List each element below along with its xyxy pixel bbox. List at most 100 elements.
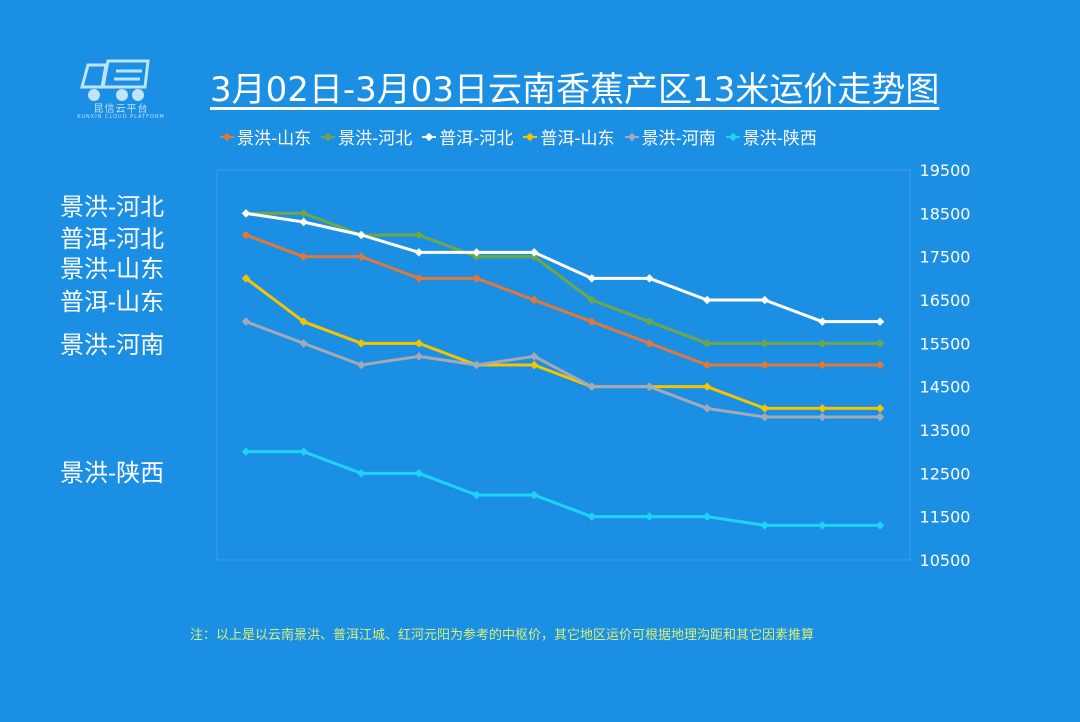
data-point — [702, 382, 712, 391]
data-point — [299, 252, 308, 261]
data-point — [529, 360, 539, 370]
data-point — [241, 209, 251, 218]
series-5 — [241, 317, 885, 422]
y-tick-label: 12500 — [920, 464, 971, 483]
data-point — [241, 447, 251, 456]
legend-swatch-icon — [624, 133, 639, 141]
legend-swatch-icon — [725, 133, 740, 141]
data-point — [875, 521, 885, 530]
y-tick-label: 16500 — [920, 291, 971, 310]
legend-swatch-icon — [321, 133, 336, 141]
data-point — [299, 339, 308, 348]
legend-label: 景洪-河南 — [641, 129, 716, 149]
data-point — [702, 295, 712, 305]
data-point — [587, 295, 597, 305]
legend-swatch-icon — [422, 133, 437, 141]
data-point — [472, 274, 481, 283]
data-point — [529, 352, 539, 361]
data-point — [875, 360, 885, 370]
data-point — [818, 521, 827, 530]
y-tick-label: 15500 — [920, 334, 971, 353]
data-point — [875, 339, 885, 348]
legend-swatch-icon — [523, 133, 538, 141]
data-point — [357, 469, 366, 478]
data-point — [414, 352, 424, 361]
data-point — [760, 521, 769, 530]
data-point — [299, 217, 308, 227]
data-point — [645, 339, 654, 348]
data-point — [357, 252, 366, 261]
data-point — [414, 230, 424, 240]
data-point — [818, 412, 827, 422]
chart-title: 3月02日-3月03日云南香蕉产区13米运价走势图 — [210, 70, 940, 110]
data-point — [760, 339, 769, 348]
plot-area — [216, 169, 911, 561]
data-point — [472, 248, 481, 257]
truck-logo-icon — [80, 59, 150, 101]
left-label: 景洪-陕西 — [60, 459, 165, 487]
data-point — [299, 209, 308, 218]
data-point — [702, 360, 712, 370]
y-tick-label: 19500 — [920, 161, 971, 180]
data-point — [414, 469, 424, 478]
data-point — [760, 404, 769, 413]
data-point — [587, 512, 597, 521]
legend-label: 普洱-河北 — [439, 129, 514, 149]
data-point — [414, 248, 424, 257]
data-point — [414, 339, 424, 348]
data-point — [241, 230, 251, 240]
series-line — [245, 233, 880, 367]
data-point — [241, 317, 251, 326]
legend-label: 景洪-山东 — [237, 129, 312, 149]
data-point — [702, 339, 712, 348]
data-point — [645, 382, 654, 391]
y-tick-label: 13500 — [920, 421, 971, 440]
series-6 — [241, 447, 885, 530]
y-tick-label: 14500 — [920, 378, 971, 397]
data-point — [875, 317, 885, 326]
chart-legend: 景洪-山东 景洪-河北 普洱-河北 普洱-山东 景洪-河南 景洪-陕西 — [220, 124, 817, 149]
legend-item: 普洱-河北 — [422, 124, 513, 149]
y-tick-label: 11500 — [920, 508, 971, 527]
data-point — [587, 274, 597, 283]
y-tick-label: 18500 — [920, 204, 971, 223]
data-point — [875, 404, 885, 413]
data-point — [818, 339, 827, 348]
data-point — [587, 382, 597, 391]
data-point — [760, 295, 769, 305]
y-tick-label: 17500 — [920, 248, 971, 267]
legend-label: 普洱-山东 — [540, 129, 615, 149]
data-point — [472, 360, 481, 370]
data-point — [529, 490, 539, 500]
series-line — [245, 211, 880, 324]
legend-item: 景洪-陕西 — [725, 124, 817, 149]
legend-label: 景洪-河北 — [338, 129, 413, 149]
left-label: 景洪-河北 — [60, 192, 165, 221]
series-line — [246, 211, 880, 345]
data-point — [818, 404, 827, 413]
legend-label: 景洪-陕西 — [742, 129, 817, 149]
left-label: 景洪-河南 — [60, 331, 165, 360]
data-point — [760, 412, 769, 422]
data-point — [645, 512, 654, 521]
left-series-labels: 景洪-河北 普洱-河北 景洪-山东 普洱-山东 景洪-河南 景洪-陕西 — [60, 0, 220, 722]
data-point — [357, 230, 366, 240]
data-point — [818, 360, 827, 370]
data-point — [702, 512, 712, 521]
legend-item: 景洪-河北 — [321, 124, 412, 149]
data-point — [645, 274, 654, 283]
data-point — [414, 274, 424, 283]
left-label: 普洱-山东 — [60, 287, 165, 316]
logo-subtitle: KUNXIN CLOUD PLATFORM — [77, 114, 165, 120]
left-label: 普洱-河北 — [60, 225, 165, 253]
footnote: 注：以上是以云南景洪、普洱江城、红河元阳为参考的中枢价，其它地区运价可根据地理沟… — [190, 628, 815, 643]
data-point — [241, 274, 251, 283]
series-1 — [241, 230, 885, 370]
legend-item: 普洱-山东 — [523, 124, 615, 149]
data-point — [357, 360, 366, 370]
series-line — [246, 450, 880, 527]
data-point — [529, 295, 539, 305]
y-tick-label: 10500 — [920, 551, 971, 570]
legend-item: 景洪-山东 — [220, 124, 311, 149]
